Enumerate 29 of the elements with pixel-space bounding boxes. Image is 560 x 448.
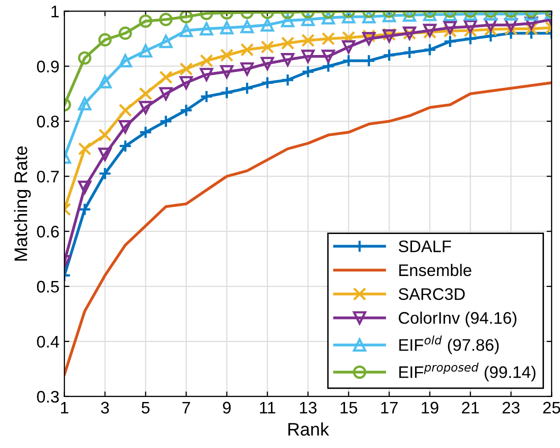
x-tick-label: 17	[381, 402, 398, 414]
x-tick-label: 5	[142, 402, 150, 414]
x-tick-label: 7	[182, 402, 190, 414]
x-tick-label: 3	[101, 402, 109, 414]
x-tick-label: 23	[502, 402, 520, 414]
y-tick-label: 0.6	[37, 226, 59, 238]
y-tick-label: 0.8	[37, 116, 59, 128]
x-tick-label: 11	[260, 402, 276, 414]
legend-label: ColorInv (94.16)	[398, 312, 516, 328]
x-tick-label: 19	[422, 402, 438, 414]
x-tick-label: 25	[543, 402, 560, 414]
legend-label: EIF$^{old}$ (97.86)	[399, 335, 499, 354]
y-tick-label: 1	[52, 6, 59, 18]
x-tick-label: 13	[300, 402, 317, 414]
y-tick-label: 0.4	[37, 336, 60, 348]
legend-label: SDALF	[398, 240, 451, 252]
legend-label: Ensemble	[399, 264, 472, 276]
x-tick-label: 1	[61, 402, 68, 414]
x-tick-label: 21	[462, 402, 479, 414]
y-tick-label: 0.5	[37, 280, 59, 293]
y-tick-label: 0.9	[37, 60, 59, 72]
y-axis-title: Matching Rate	[14, 146, 31, 261]
x-axis-title: Rank	[288, 422, 330, 436]
y-tick-label: 0.7	[37, 170, 59, 183]
legend-label: SARC3D	[398, 288, 465, 300]
x-tick-label: 9	[222, 402, 231, 414]
x-tick-label: 15	[340, 402, 358, 414]
legend-label: EIF$^{proposed}$ (99.14)	[399, 362, 536, 382]
y-tick-label: 0.3	[37, 390, 59, 403]
